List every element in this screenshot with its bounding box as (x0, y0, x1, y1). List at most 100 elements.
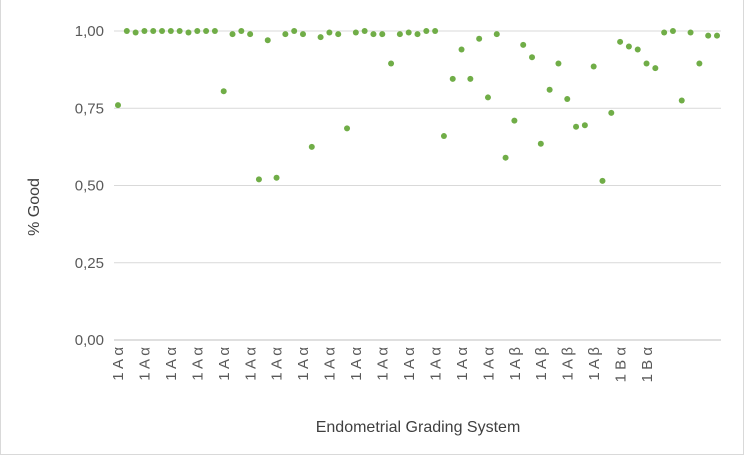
data-point (643, 60, 650, 67)
x-tick-label: 1 A α (480, 347, 497, 381)
x-tick-label: 1 A α (163, 347, 180, 381)
data-point (361, 28, 368, 34)
data-point (123, 28, 130, 34)
data-point (282, 31, 289, 38)
data-point (493, 31, 500, 38)
x-tick-labels: 1 A α 1 A α 1 A α 1 A α 1 A α 1 A α 1 A α 1 A α… (110, 347, 656, 383)
x-tick-label: 1 A α (110, 347, 127, 381)
data-point (617, 38, 624, 45)
data-point (150, 28, 157, 34)
data-point (564, 95, 571, 102)
x-tick-label: 1 A α (269, 347, 286, 381)
data-point (370, 31, 377, 38)
x-tick-label: 1 A α (189, 347, 206, 381)
x-tick-label: 1 A α (454, 347, 471, 381)
data-point (608, 109, 615, 116)
data-point (264, 37, 271, 44)
data-point (590, 63, 597, 70)
data-point (687, 29, 694, 36)
data-point (247, 31, 254, 38)
x-tick-label: 1 A β (560, 347, 577, 381)
data-point (405, 29, 412, 36)
data-point (317, 34, 324, 41)
data-point (388, 60, 395, 67)
y-tick-label: 0,25 (75, 255, 104, 272)
data-point (299, 31, 306, 38)
data-point (273, 174, 280, 181)
x-tick-label: 1 A α (136, 347, 153, 381)
data-point (185, 29, 192, 36)
data-point (203, 28, 210, 34)
data-point (661, 29, 668, 36)
x-tick-label: 1 A β (586, 347, 603, 381)
gridlines (114, 30, 721, 341)
data-point (132, 29, 139, 36)
data-point (220, 88, 227, 95)
x-tick-label: 1 A α (348, 347, 365, 381)
data-point (546, 86, 553, 93)
data-point (520, 41, 527, 48)
data-point (176, 28, 183, 34)
y-tick-label: 0,50 (75, 178, 104, 195)
x-tick-label: 1 A α (216, 347, 233, 381)
data-point (476, 35, 483, 42)
data-point (352, 29, 359, 36)
x-tick-label: 1 A α (322, 347, 339, 381)
data-point (529, 54, 536, 61)
y-tick-labels: 0,00 0,25 0,50 0,75 1,00 (75, 23, 104, 349)
y-axis-title: % Good (26, 178, 43, 236)
data-point (573, 123, 580, 130)
data-point (458, 46, 465, 53)
data-point (194, 28, 201, 34)
data-point (115, 102, 121, 109)
data-point (211, 28, 218, 34)
data-point (423, 28, 430, 34)
data-point (669, 28, 676, 34)
data-point (599, 177, 606, 184)
data-point (511, 117, 518, 124)
data-point (344, 125, 351, 132)
data-point (379, 31, 386, 38)
data-point (625, 43, 632, 50)
x-tick-label: 1 B α (613, 347, 630, 383)
data-point (326, 29, 333, 36)
data-point (467, 75, 474, 82)
x-tick-label: 1 A β (507, 347, 524, 381)
data-point (484, 94, 491, 101)
y-tick-label: 1,00 (75, 23, 104, 40)
data-point (159, 28, 166, 34)
data-point (414, 31, 421, 38)
x-tick-label: 1 B α (639, 347, 656, 383)
data-point (335, 31, 342, 38)
data-point (634, 46, 641, 53)
data-point (502, 154, 509, 161)
data-point (255, 176, 262, 183)
data-point (555, 60, 562, 67)
data-point (714, 32, 720, 39)
data-point (432, 28, 439, 34)
data-point (696, 60, 703, 67)
y-tick-label: 0,00 (75, 332, 104, 349)
data-point (537, 140, 544, 147)
x-tick-label: 1 A α (242, 347, 259, 381)
data-point (449, 75, 456, 82)
x-tick-label: 1 A α (401, 347, 418, 381)
x-tick-label: 1 A α (295, 347, 312, 381)
data-point (167, 28, 174, 34)
x-axis-title: Endometrial Grading System (316, 419, 521, 436)
data-point (308, 143, 315, 150)
y-tick-label: 0,75 (75, 100, 104, 117)
data-point (141, 28, 148, 34)
x-tick-label: 1 A β (533, 347, 550, 381)
data-point (705, 32, 712, 39)
data-point (238, 28, 245, 34)
x-tick-label: 1 A α (375, 347, 392, 381)
data-point (229, 31, 236, 38)
data-point (652, 65, 659, 72)
data-point (291, 28, 298, 34)
data-point (396, 31, 403, 38)
data-point (678, 97, 685, 104)
data-point (581, 122, 588, 129)
